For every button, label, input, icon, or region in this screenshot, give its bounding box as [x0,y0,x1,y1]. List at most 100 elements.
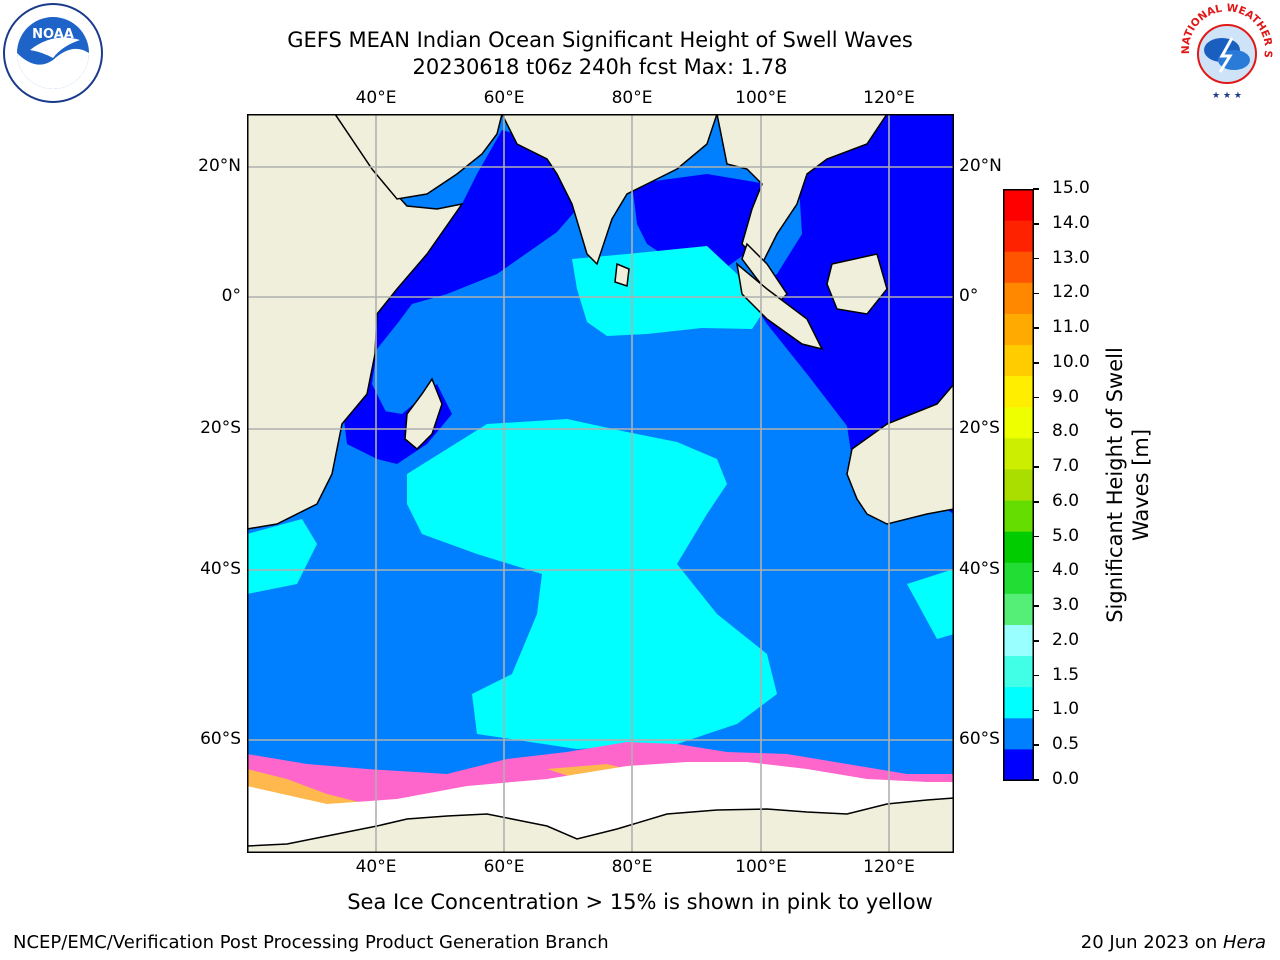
australia-land [846,381,955,525]
colorbar-tick-label: 12.0 [1052,282,1090,303]
chart-subtitle: 20230618 t06z 240h fcst Max: 1.78 [412,55,788,79]
lon-label-bottom: 60°E [483,857,525,877]
lon-label-top: 40°E [355,88,397,108]
india-land [500,113,719,266]
colorbar-segment [1003,500,1033,532]
colorbar-segment [1003,282,1033,314]
colorbar-tick-mark [1033,640,1039,642]
colorbar-label: Significant Height of Swell Waves [m] [1102,347,1154,623]
sumatra-land [735,262,824,351]
footer-date-text: 20 Jun 2023 on [1080,932,1223,953]
colorbar-segment [1003,531,1033,563]
colorbar-tick-mark [1033,362,1039,364]
graticule [247,114,954,853]
colorbar-tick-label: 8.0 [1052,421,1080,442]
sri-lanka-land [614,262,630,288]
lon-label-bottom: 80°E [611,857,653,877]
colorbar-tick-mark [1033,466,1039,468]
footer-machine: Hera [1222,932,1266,953]
lat-label-right: 20°N [959,156,1002,176]
map-panel [246,113,955,854]
colorbar-tick-label: 0.0 [1052,769,1080,789]
colorbar-tick-mark [1033,188,1039,190]
colorbar-tick-mark [1033,223,1039,225]
lon-label-bottom: 120°E [863,857,915,877]
colorbar-tick-label: 7.0 [1052,456,1080,477]
lat-label-right: 60°S [959,729,1000,749]
lat-label-right: 40°S [959,559,1000,579]
nws-logo: NATIONAL WEATHER SERVICE ★ ★ ★ [1172,0,1278,104]
colorbar-tick-label: 2.0 [1052,629,1080,650]
lon-label-bottom: 100°E [735,857,787,877]
colorbar-tick-mark [1033,709,1039,712]
colorbar-tick-mark [1033,292,1039,295]
colorbar-tick-label: 6.0 [1052,490,1080,511]
colorbar-tick-mark [1033,674,1039,677]
lon-label-bottom: 40°E [355,857,397,877]
colorbar-label-line1: Significant Height of Swell [1103,347,1127,623]
colorbar-segment [1003,748,1033,781]
colorbar-segment [1003,686,1033,719]
colorbar-tick-label: 3.0 [1052,595,1080,616]
lat-label-right: 20°S [959,418,1000,438]
colorbar-segment [1003,406,1033,439]
colorbar-svg [1003,189,1034,781]
sea-ice-caption: Sea Ice Concentration > 15% is shown in … [347,890,933,914]
colorbar-tick-label: 11.0 [1052,317,1090,338]
colorbar-tick-label: 4.0 [1052,560,1080,581]
colorbar-tick-mark [1033,779,1039,781]
lat-label-left: 20°S [200,418,241,438]
colorbar-tick-label: 0.5 [1052,734,1080,755]
colorbar-segment [1003,468,1033,501]
colorbar-segment [1003,593,1033,625]
noaa-logo: NOAA [2,2,104,104]
chart-title: GEFS MEAN Indian Ocean Significant Heigh… [287,28,913,52]
colorbar-tick-mark [1033,501,1039,503]
lat-label-left: 20°N [198,156,241,176]
footer-credit: NCEP/EMC/Verification Post Processing Pr… [13,932,609,953]
lat-label-left: 0° [221,286,241,306]
colorbar-tick-mark [1033,605,1039,607]
colorbar-tick-mark [1033,744,1039,746]
swell-zone-far-south-east [907,569,954,639]
swell-zone-bay-of-bengal [632,174,767,274]
lat-label-right: 0° [959,286,979,306]
colorbar-segment [1003,717,1033,750]
colorbar-tick-mark [1033,535,1039,538]
colorbar-label-line2: Waves [m] [1129,428,1153,542]
colorbar-tick-mark [1033,570,1039,573]
colorbar-segment [1003,375,1033,408]
swell-zone-arabian-sea [345,130,597,454]
colorbar-tick-mark [1033,257,1039,260]
madagascar-land [404,377,443,451]
lat-label-left: 40°S [200,559,241,579]
swell-zone-far-south-west [247,519,317,594]
colorbar-tick-label: 13.0 [1052,247,1090,268]
map-svg [246,113,955,854]
colorbar-tick-label: 10.0 [1052,351,1090,372]
colorbar-segment [1003,313,1033,346]
colorbar-segment [1003,220,1033,252]
swell-zone-south-central [407,419,777,749]
lon-label-top: 60°E [483,88,525,108]
antarctica-land [246,797,955,854]
svg-text:★ ★ ★: ★ ★ ★ [1212,91,1242,101]
colorbar-segment [1003,344,1033,377]
lon-label-top: 100°E [735,88,787,108]
colorbar-tick-label: 1.0 [1052,699,1080,720]
colorbar-tick-mark [1033,327,1039,329]
lat-label-left: 60°S [200,729,241,749]
colorbar-segment [1003,189,1033,221]
colorbar-tick-mark [1033,396,1039,399]
colorbar-tick-label: 9.0 [1052,386,1080,407]
colorbar-segment [1003,562,1033,594]
colorbar-segment [1003,251,1033,283]
colorbar-segment [1003,437,1033,470]
colorbar-tick-label: 15.0 [1052,178,1090,198]
colorbar-tick-label: 1.5 [1052,664,1080,685]
colorbar-segment [1003,655,1033,688]
colorbar [1003,189,1034,781]
noaa-logo-text: NOAA [32,27,74,42]
colorbar-tick-label: 14.0 [1052,212,1090,233]
southeast-asia-land [716,113,889,266]
